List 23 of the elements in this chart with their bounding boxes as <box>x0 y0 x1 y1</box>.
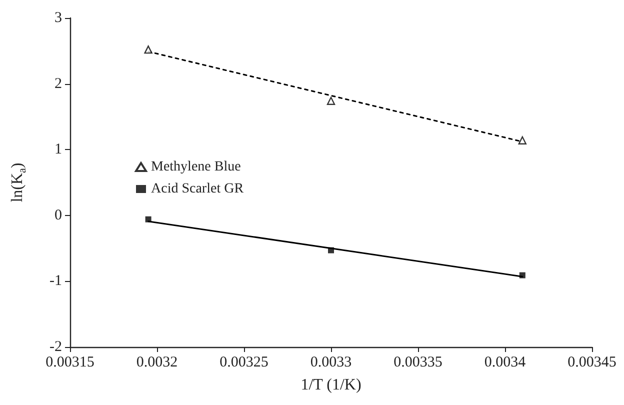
y-tick-label: -2 <box>50 339 62 355</box>
x-tick-label: 0.0034 <box>484 354 526 370</box>
x-tick-label: 0.00315 <box>46 354 94 370</box>
x-tick-label: 0.00345 <box>568 354 616 370</box>
y-tick-label: -1 <box>50 273 62 290</box>
x-axis-title: 1/T (1/K) <box>300 376 362 394</box>
y-tick-label: 1 <box>54 142 62 158</box>
x-tick-label: 0.00335 <box>394 354 442 370</box>
x-tick-label: 0.0033 <box>310 354 352 370</box>
x-tick-label: 0.0032 <box>136 354 178 370</box>
legend-label: Acid Scarlet GR <box>151 182 244 196</box>
point <box>519 272 526 278</box>
legend-label: Methylene Blue <box>151 160 241 174</box>
y-tick-label: 3 <box>54 10 62 26</box>
point <box>328 247 334 254</box>
point <box>145 216 152 222</box>
y-tick-label: 2 <box>54 76 62 92</box>
x-tick-label: 0.00325 <box>220 354 268 370</box>
y-tick-label: 0 <box>54 207 62 224</box>
point <box>518 136 526 144</box>
point <box>144 45 152 54</box>
point <box>326 96 336 106</box>
y-axis-title: ln(Ka) <box>9 162 28 202</box>
